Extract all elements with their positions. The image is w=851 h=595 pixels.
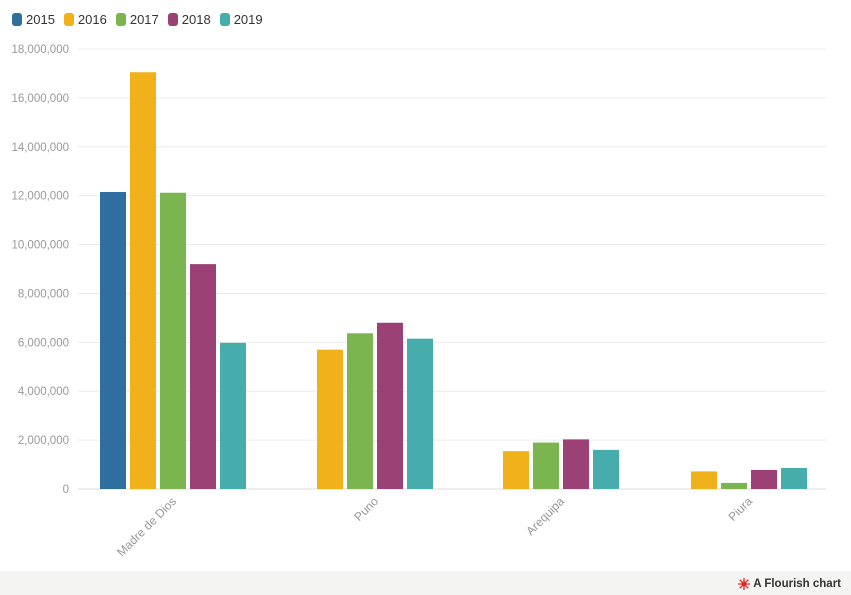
bar-2019-arequipa xyxy=(593,449,619,489)
x-tick-label: Madre de Dios xyxy=(114,494,179,559)
bar-2018-piura xyxy=(751,469,777,489)
logo-ray xyxy=(739,585,744,589)
legend-label: 2016 xyxy=(77,11,107,27)
legend-label: 2015 xyxy=(26,11,55,27)
legend-item-2015[interactable]: 2015 xyxy=(12,12,55,27)
legend-swatch xyxy=(63,12,74,26)
x-tick-label: Piura xyxy=(725,494,755,524)
bar-2016-puno xyxy=(317,349,343,489)
bar-2015-madre-de-dios xyxy=(100,192,126,489)
bar-2019-puno xyxy=(407,338,433,489)
y-tick-label: 8,000,000 xyxy=(18,288,69,300)
y-tick-label: 2,000,000 xyxy=(18,435,69,447)
legend-swatch xyxy=(115,12,126,26)
logo-ray xyxy=(745,585,749,589)
footer-bar: A Flourish chart xyxy=(0,571,851,595)
bar-2017-piura xyxy=(721,482,747,489)
y-tick-label: 12,000,000 xyxy=(11,191,69,203)
bar-2017-puno xyxy=(347,333,373,489)
legend-swatch xyxy=(12,12,22,26)
legend-item-2019[interactable]: 2019 xyxy=(219,11,263,27)
y-tick-label: 14,000,000 xyxy=(11,142,69,154)
bar-2018-puno xyxy=(377,322,403,489)
legend-label: 2017 xyxy=(129,11,159,27)
legend-label: 2019 xyxy=(233,11,263,27)
flourish-credit-link[interactable]: A Flourish chart xyxy=(738,578,841,590)
y-tick-label: 16,000,000 xyxy=(11,93,69,105)
bar-2016-arequipa xyxy=(503,451,529,489)
credit-text: A Flourish chart xyxy=(753,578,841,590)
y-tick-label: 6,000,000 xyxy=(18,337,69,349)
flourish-logo-icon xyxy=(738,578,751,590)
y-tick-label: 0 xyxy=(63,484,69,496)
bar-2016-piura xyxy=(691,471,717,489)
legend-label: 2018 xyxy=(181,11,211,27)
legend-item-2017[interactable]: 2017 xyxy=(115,11,159,27)
legend-item-2016[interactable]: 2016 xyxy=(63,11,107,27)
chart-legend: 2015 2016 2017 2018 2019 xyxy=(12,10,263,28)
bar-2019-madre-de-dios xyxy=(220,342,246,489)
bar-2017-madre-de-dios xyxy=(160,192,186,489)
x-tick-label: Arequipa xyxy=(523,494,567,538)
bar-2016-madre-de-dios xyxy=(130,72,156,489)
logo-ray xyxy=(745,579,749,583)
bar-2018-arequipa xyxy=(563,439,589,489)
legend-item-2018[interactable]: 2018 xyxy=(167,11,211,27)
y-tick-label: 10,000,000 xyxy=(11,240,69,252)
x-tick-label: Puno xyxy=(351,494,381,524)
legend-swatch xyxy=(167,12,178,26)
bar-2018-madre-de-dios xyxy=(190,264,216,489)
legend-swatch xyxy=(219,12,230,26)
bar-2017-arequipa xyxy=(533,442,559,489)
bar-2019-piura xyxy=(781,467,807,489)
y-tick-label: 4,000,000 xyxy=(18,386,69,398)
logo-ray xyxy=(739,579,744,583)
y-tick-label: 18,000,000 xyxy=(11,44,69,56)
